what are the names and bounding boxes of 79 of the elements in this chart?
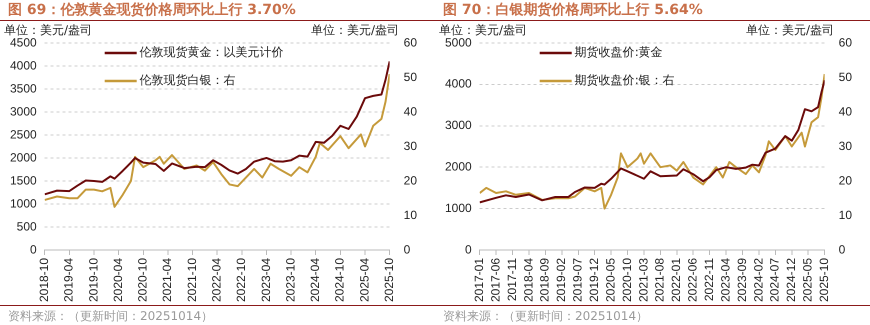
x-tick-label: 2024-07 <box>768 258 782 302</box>
y-tick-label: 3000 <box>10 104 38 118</box>
x-tick-label: 2025-10 <box>382 258 396 302</box>
y2-tick-label: 60 <box>838 35 852 50</box>
y-tick-label: 0 <box>30 242 38 256</box>
y2-axis-title: 单位：美元/盎司 <box>310 23 399 38</box>
y-tick-label: 1500 <box>10 173 38 188</box>
y-tick-label: 2000 <box>10 150 38 164</box>
x-tick-label: 2019-12 <box>586 258 601 302</box>
y2-tick-label: 60 <box>404 35 418 50</box>
chart-title: 图 69：伦敦黄金现货价格周环比上行 3.70% <box>0 0 435 21</box>
y-tick-label: 2500 <box>10 127 38 142</box>
legend-label: 期货收盘价:银：右 <box>574 73 675 88</box>
x-tick-label: 2019-10 <box>86 258 100 302</box>
x-tick-label: 2020-05 <box>603 258 618 302</box>
x-tick-label: 2024-04 <box>308 258 322 302</box>
y2-tick-label: 50 <box>838 70 852 84</box>
y2-axis-title: 单位：美元/盎司 <box>746 23 834 38</box>
y2-tick-label: 20 <box>838 173 852 188</box>
y-tick-label: 3000 <box>444 118 472 132</box>
y2-tick-label: 0 <box>404 242 411 256</box>
y2-tick-label: 10 <box>838 208 852 222</box>
x-tick-label: 2022-04 <box>209 258 224 302</box>
legend-label: 伦敦现货黄金：以美元计价 <box>140 45 284 60</box>
y2-tick-label: 30 <box>838 138 852 153</box>
x-tick-label: 2020-10 <box>620 258 634 302</box>
x-tick-label: 2020-04 <box>110 258 125 302</box>
text: 资料来源：（更新时间：20251014） <box>0 305 435 325</box>
x-tick-label: 2021-03 <box>636 258 650 302</box>
x-tick-label: 2017-11 <box>504 258 519 302</box>
y-tick-label: 1000 <box>10 196 38 210</box>
x-tick-label: 2023-09 <box>734 258 749 302</box>
y-axis-title: 单位：美元/盎司 <box>439 23 528 38</box>
x-tick-label: 2022-01 <box>669 258 684 302</box>
x-tick-label: 2024-02 <box>751 258 766 302</box>
x-tick-label: 2022-10 <box>234 258 248 302</box>
y2-tick-label: 40 <box>404 104 418 118</box>
chart-title: 图 70：白银期货价格周环比上行 5.64% <box>435 0 870 21</box>
x-tick-label: 2023-10 <box>283 258 298 302</box>
x-tick-label: 2022-11 <box>702 258 716 302</box>
text: 资料来源：（更新时间：20251014） <box>435 305 870 325</box>
y2-tick-label: 0 <box>838 242 846 256</box>
x-tick-label: 2019-04 <box>62 258 76 302</box>
x-tick-label: 2023-04 <box>718 258 732 302</box>
y-tick-label: 3500 <box>10 81 38 96</box>
y-tick-label: 500 <box>16 219 38 234</box>
x-tick-label: 2020-10 <box>136 258 150 302</box>
x-tick-label: 2018-09 <box>538 258 552 302</box>
x-tick-label: 2021-08 <box>652 258 667 302</box>
x-tick-label: 2017-06 <box>488 258 502 302</box>
x-tick-label: 2024-10 <box>332 258 347 302</box>
y-tick-label: 0 <box>465 242 472 256</box>
x-tick-label: 2019-07 <box>570 258 585 302</box>
y2-tick-label: 50 <box>404 70 418 84</box>
x-tick-label: 2023-04 <box>258 258 273 302</box>
legend-label: 期货收盘价:黄金 <box>574 45 663 60</box>
x-tick-label: 2018-10 <box>37 258 52 302</box>
y2-tick-label: 30 <box>404 138 418 153</box>
x-tick-label: 2018-04 <box>521 258 536 302</box>
y-tick-label: 4500 <box>10 35 38 50</box>
x-tick-label: 2025-05 <box>800 258 815 302</box>
y-axis-title: 单位：美元/盎司 <box>4 23 92 38</box>
y2-tick-label: 40 <box>838 104 852 118</box>
x-tick-label: 2024-12 <box>784 258 798 302</box>
y-tick-label: 2000 <box>444 159 472 174</box>
x-tick-label: 2022-06 <box>686 258 700 302</box>
legend-label: 伦敦现货白银：右 <box>140 73 236 88</box>
x-tick-label: 2021-04 <box>160 258 174 302</box>
y2-tick-label: 20 <box>404 173 418 188</box>
y-tick-label: 4000 <box>10 58 38 72</box>
y-tick-label: 4000 <box>444 76 472 91</box>
x-tick-label: 2025-10 <box>816 258 831 302</box>
y-tick-label: 1000 <box>444 200 472 215</box>
y-tick-label: 5000 <box>444 35 472 50</box>
x-tick-label: 2025-04 <box>357 258 372 302</box>
x-tick-label: 2021-10 <box>184 258 199 302</box>
x-tick-label: 2019-02 <box>554 258 568 302</box>
x-tick-label: 2017-01 <box>472 258 486 302</box>
y2-tick-label: 10 <box>404 208 418 222</box>
